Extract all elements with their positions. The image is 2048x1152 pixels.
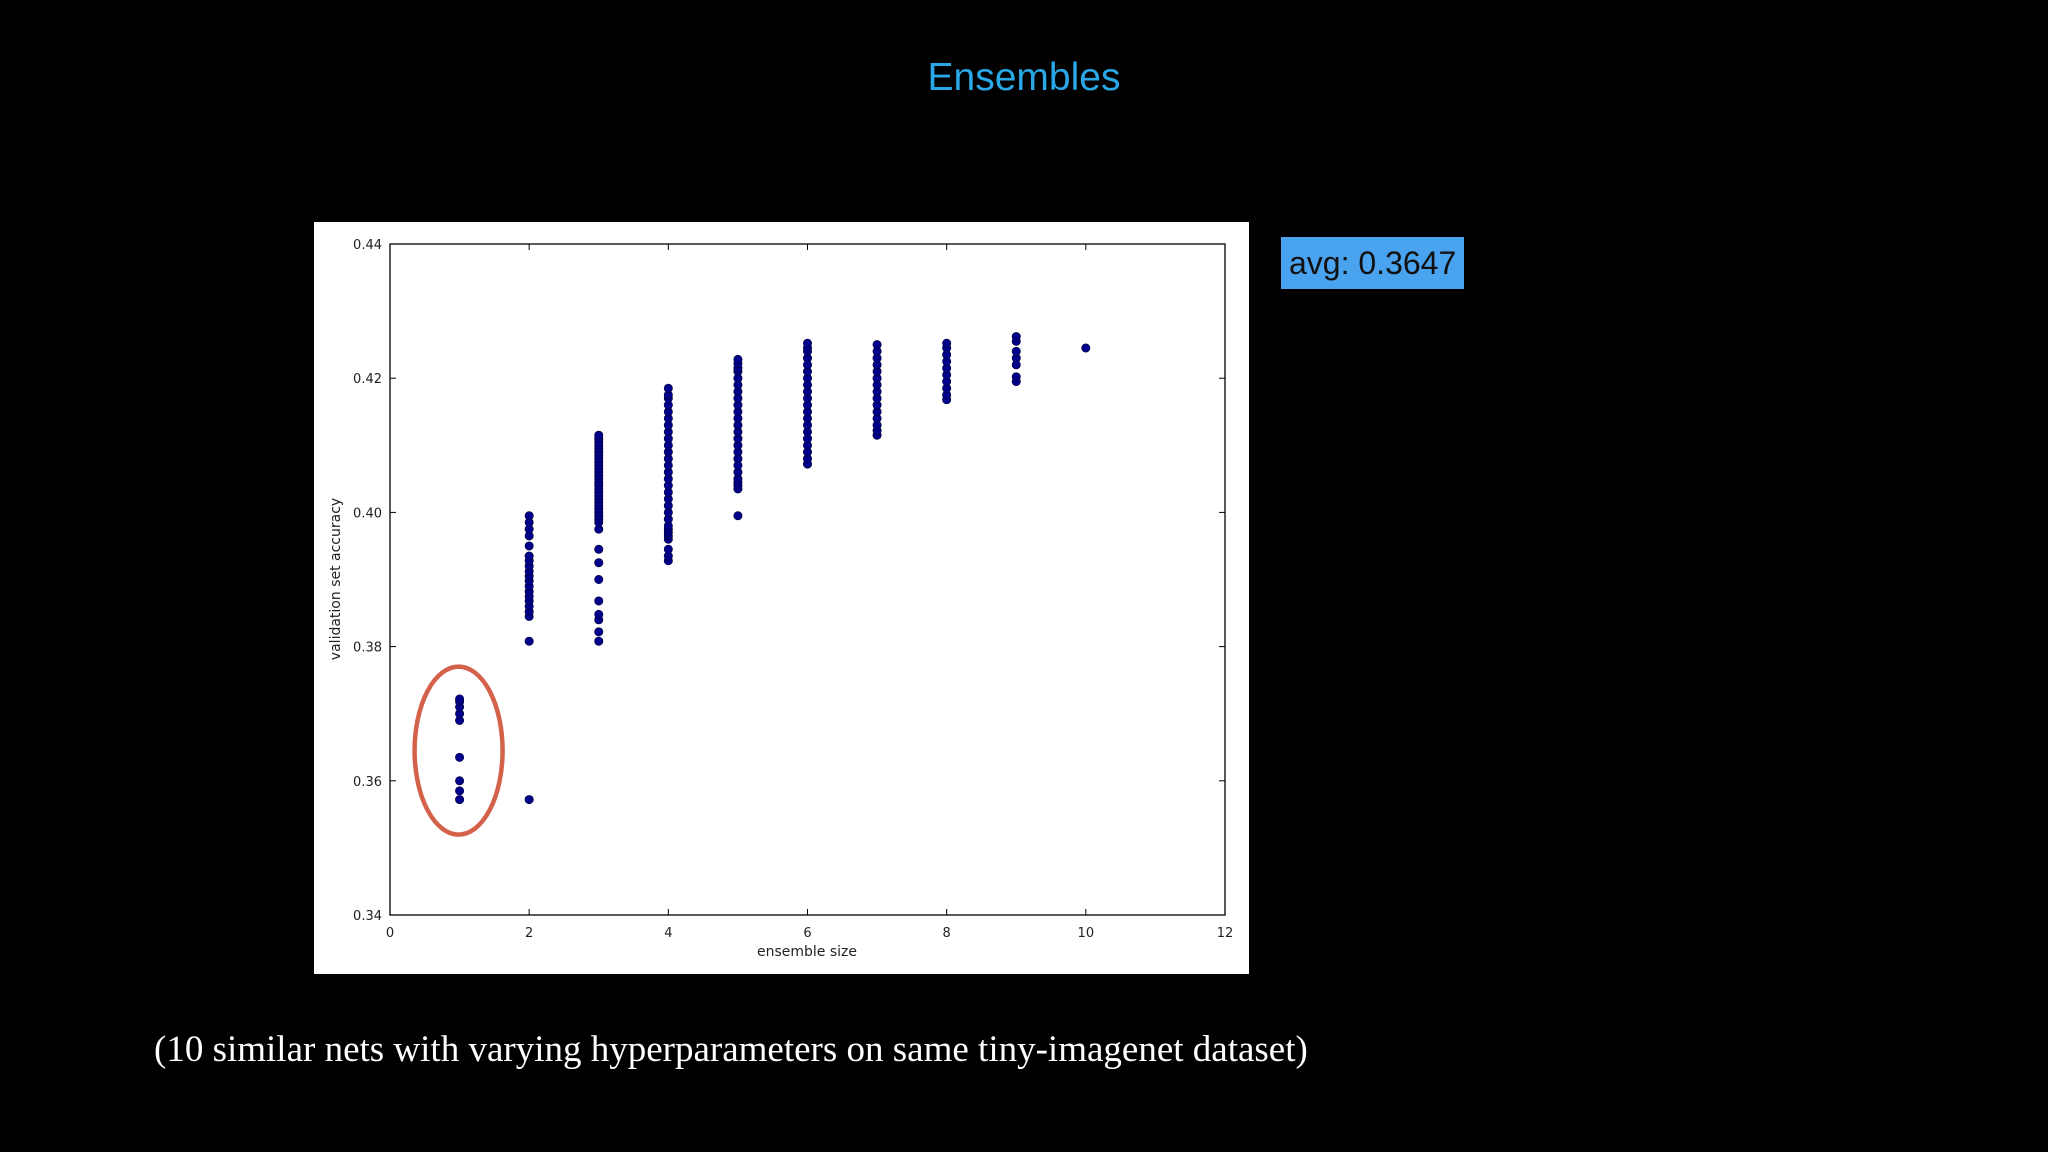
y-tick-label: 0.36 [353, 775, 382, 790]
x-axis-label: ensemble size [757, 944, 857, 960]
scatter-point [594, 430, 604, 440]
scatter-point [594, 544, 604, 554]
scatter-point [733, 511, 743, 521]
scatter-point [524, 795, 534, 805]
x-tick-label: 2 [525, 926, 533, 941]
x-tick-label: 8 [943, 926, 951, 941]
y-axis-label: validation set accuracy [328, 498, 344, 660]
scatter-point [1011, 372, 1021, 382]
y-tick-label: 0.42 [353, 372, 382, 387]
avg-badge: avg: 0.3647 [1281, 237, 1465, 289]
scatter-point [663, 383, 673, 393]
scatter-point [1081, 343, 1091, 353]
x-tick-label: 4 [664, 926, 672, 941]
scatter-point [733, 354, 743, 364]
scatter-point [1011, 346, 1021, 356]
scatter-point [872, 340, 882, 350]
scatter-chart: 0 2 4 6 8 10 12 0.34 0.36 0.38 0.40 0.42 0.44 ensemb… [328, 238, 1233, 960]
y-tick-label: 0.44 [353, 238, 382, 253]
scatter-point [524, 541, 534, 551]
scatter-point [802, 338, 812, 348]
scatter-point [594, 558, 604, 568]
scatter-point [455, 786, 465, 796]
scatter-point [455, 795, 465, 805]
scatter-point [594, 627, 604, 637]
chart-panel: 0 2 4 6 8 10 12 0.34 0.36 0.38 0.40 0.42 0.44 ensemb… [314, 222, 1249, 974]
x-tick-label: 10 [1078, 926, 1095, 941]
scatter-point [455, 752, 465, 762]
scatter-point [594, 574, 604, 584]
scatter-point [524, 636, 534, 646]
y-tick-label: 0.40 [353, 506, 382, 521]
y-tick-label: 0.38 [353, 641, 382, 656]
slide-caption: (10 similar nets with varying hyperparam… [154, 1029, 1308, 1070]
x-tick-label: 0 [386, 926, 394, 941]
ticks-layer: 0 2 4 6 8 10 12 0.34 0.36 0.38 0.40 0.42 0.44 [353, 238, 1233, 941]
scatter-point [594, 609, 604, 619]
scatter-point [594, 596, 604, 606]
highlight-ellipse [412, 664, 505, 837]
scatter-point [455, 776, 465, 786]
scatter-point [663, 544, 673, 554]
scatter-point [524, 511, 534, 521]
slide-title: Ensembles [927, 56, 1121, 99]
y-tick-label: 0.34 [353, 909, 382, 924]
x-tick-label: 12 [1217, 926, 1234, 941]
scatter-point [524, 551, 534, 561]
scatter-point [594, 636, 604, 646]
points-layer [455, 332, 1091, 805]
scatter-point [942, 338, 952, 348]
highlight-layer [412, 664, 505, 837]
scatter-point [1011, 332, 1021, 342]
scatter-point [455, 694, 465, 704]
x-tick-label: 6 [803, 926, 811, 941]
